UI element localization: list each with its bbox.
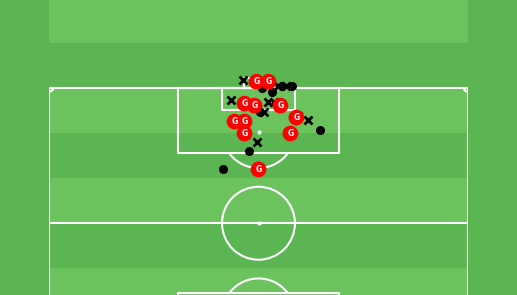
Circle shape — [237, 114, 252, 129]
Bar — [49, 178, 468, 223]
Bar — [49, 133, 468, 178]
Text: G: G — [241, 117, 248, 126]
Circle shape — [237, 126, 252, 141]
Text: G: G — [277, 101, 283, 110]
Circle shape — [289, 110, 303, 125]
Text: G: G — [253, 77, 260, 86]
Bar — [49, 88, 468, 133]
Circle shape — [251, 162, 266, 177]
Text: G: G — [265, 77, 271, 86]
Circle shape — [283, 126, 298, 141]
Bar — [49, 42, 468, 88]
Text: G: G — [293, 113, 299, 122]
Text: G: G — [241, 99, 248, 108]
Text: G: G — [287, 129, 294, 138]
Circle shape — [247, 99, 262, 113]
Bar — [49, 268, 468, 295]
Circle shape — [273, 99, 287, 113]
Text: G: G — [251, 101, 257, 110]
Circle shape — [261, 75, 276, 89]
Bar — [49, 223, 468, 268]
Text: G: G — [232, 117, 238, 126]
Circle shape — [237, 96, 252, 111]
Text: G: G — [255, 165, 262, 174]
Circle shape — [227, 114, 242, 129]
Bar — [49, 0, 468, 42]
Circle shape — [249, 75, 264, 89]
Text: G: G — [241, 129, 248, 138]
